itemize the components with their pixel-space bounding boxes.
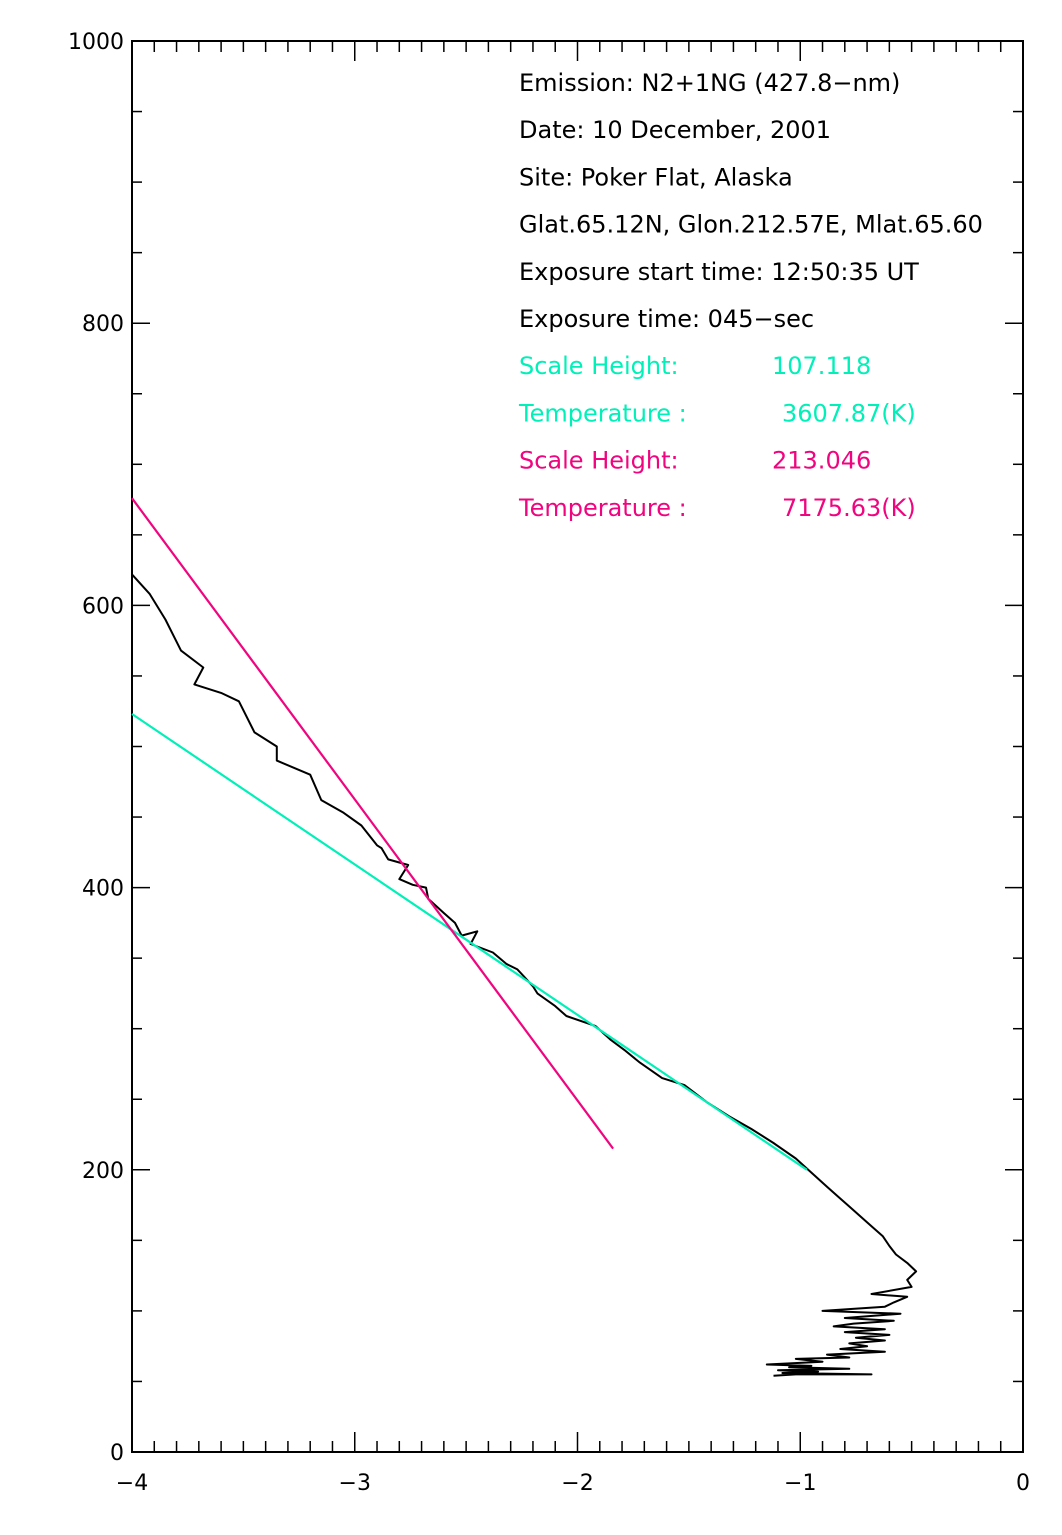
y-tick-label: 800: [82, 312, 124, 337]
annotation-value: 107.118: [772, 352, 871, 380]
x-tick-label: −2: [561, 1471, 593, 1496]
annotations: Emission: N2+1NG (427.8−nm) Date: 10 Dece…: [518, 69, 983, 522]
annotation-value: 213.046: [772, 447, 871, 475]
annotation-label: Emission: N2+1NG (427.8−nm): [519, 69, 900, 97]
annotation-label: Exposure time: 045−sec: [519, 305, 814, 333]
annotation-label: Scale Height:: [519, 447, 679, 475]
x-tick-label: 0: [1016, 1471, 1030, 1496]
annotation-label: Site: Poker Flat, Alaska: [519, 163, 793, 191]
y-tick-label: 400: [82, 877, 124, 902]
annotation-label: Date: 10 December, 2001: [519, 116, 831, 144]
annotation-label: Temperature :: [518, 399, 687, 427]
x-tick-label: −3: [339, 1471, 371, 1496]
y-tick-label: 0: [110, 1441, 124, 1466]
y-tick-label: 200: [82, 1159, 124, 1184]
annotation-label: Glat.65.12N, Glon.212.57E, Mlat.65.60: [519, 211, 983, 239]
annotation-label: Temperature :: [518, 494, 687, 522]
annotation-value: 3607.87(K): [782, 399, 916, 427]
series-line-2: [131, 497, 614, 1150]
series-layer: [131, 497, 918, 1377]
x-tick-label: −4: [116, 1471, 148, 1496]
x-tick-label: −1: [784, 1471, 816, 1496]
y-tick-label: 1000: [68, 30, 124, 55]
annotation-value: 7175.63(K): [782, 494, 916, 522]
annotation-label: Scale Height:: [519, 352, 679, 380]
axis-ticks: [131, 40, 1024, 1453]
annotation-label: Exposure start time: 12:50:35 UT: [519, 258, 919, 286]
plot-frame: [131, 40, 1024, 1453]
axis-tick-labels: −4 −3 −2 −1 0 0 200 400 600 800 1000: [68, 30, 1030, 1496]
y-tick-label: 600: [82, 594, 124, 619]
series-line-1: [131, 713, 808, 1171]
series-line-0: [131, 573, 918, 1377]
